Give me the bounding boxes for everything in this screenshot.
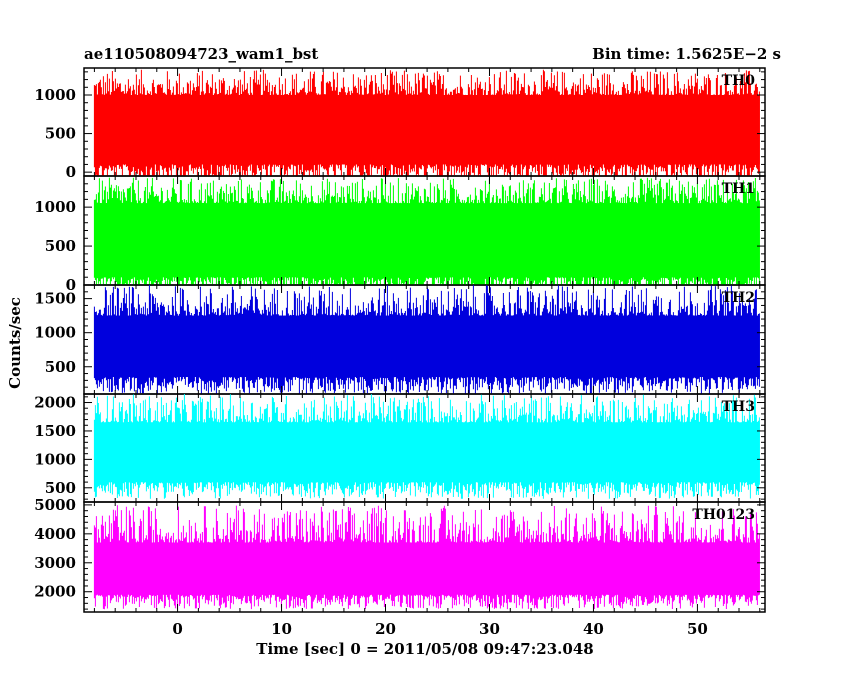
x-tick-label: 30	[479, 620, 500, 638]
y-tick-label: 500	[45, 237, 76, 255]
y-tick-label: 1000	[34, 86, 76, 104]
y-tick-label: 1000	[34, 198, 76, 216]
x-tick-label: 20	[375, 620, 396, 638]
series-line-th0123	[93, 505, 760, 610]
y-tick-label: 1500	[34, 422, 76, 440]
panel-th3: TH3 500 1000 1500 2000	[34, 393, 766, 503]
panel-th2: TH2 500 1000 1500	[34, 284, 766, 395]
y-tick-label: 4000	[34, 525, 76, 543]
y-tick-label: 5000	[34, 496, 76, 514]
series-line-th3	[93, 394, 760, 499]
series-line-th2	[93, 285, 760, 394]
series-line-th0	[93, 69, 760, 176]
x-axis: 0 10 20 30 40 50	[172, 620, 708, 638]
series-line-th1	[93, 177, 760, 285]
y-axis-label: Counts/sec	[6, 297, 24, 389]
panel-th0123: TH0123 2000 3000 4000 5000	[34, 496, 766, 613]
panel-label-th0123: TH0123	[692, 507, 755, 523]
chart-title-right: Bin time: 1.5625E−2 s	[592, 45, 781, 63]
y-tick-label: 0	[66, 163, 76, 181]
y-tick-label: 1000	[34, 450, 76, 468]
panel-th1: TH1 0 500 1000	[34, 175, 766, 294]
x-tick-label: 40	[583, 620, 604, 638]
y-tick-label: 2000	[34, 394, 76, 412]
y-tick-label: 1500	[34, 290, 76, 308]
y-tick-label: 3000	[34, 554, 76, 572]
y-tick-label: 500	[45, 479, 76, 497]
y-tick-label: 500	[45, 358, 76, 376]
panel-label-th0: TH0	[722, 73, 756, 89]
panel-th0: TH0 0 500 1000	[34, 67, 766, 181]
panel-label-th2: TH2	[722, 290, 755, 306]
y-tick-label: 2000	[34, 583, 76, 601]
chart-title-left: ae110508094723_wam1_bst	[84, 45, 318, 63]
y-tick-label: 0	[66, 276, 76, 294]
panels-group: TH0 0 500 1000 TH1 0 500 1000 TH2 500 1000 1500 TH3 5…	[34, 67, 766, 613]
x-tick-label: 0	[172, 620, 182, 638]
y-tick-label: 1000	[34, 324, 76, 342]
x-axis-label: Time [sec] 0 = 2011/05/08 09:47:23.048	[256, 640, 593, 658]
panel-label-th1: TH1	[722, 181, 755, 197]
y-tick-label: 500	[45, 125, 76, 143]
x-tick-label: 50	[687, 620, 708, 638]
panel-label-th3: TH3	[722, 399, 755, 415]
x-tick-label: 10	[271, 620, 292, 638]
